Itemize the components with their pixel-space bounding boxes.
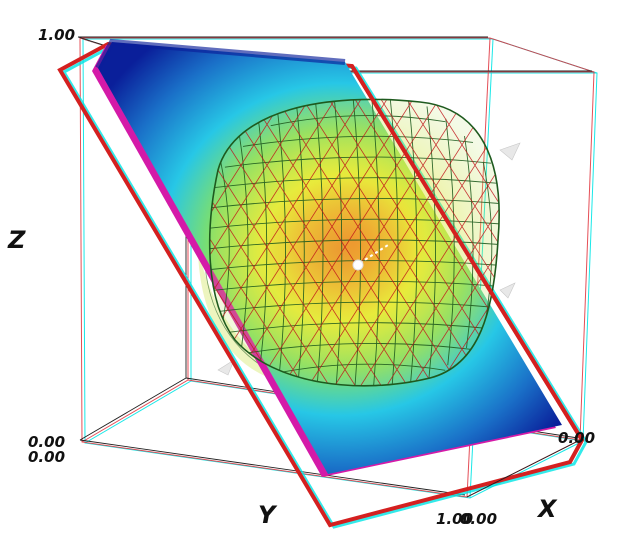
- mesh-line: [351, 99, 361, 386]
- mesh-line: [407, 99, 418, 386]
- mesh-line: [242, 135, 474, 147]
- corner-marker-group: [217, 142, 521, 376]
- mesh-line: [464, 136, 474, 348]
- mesh-line: [209, 99, 373, 386]
- center-probe[interactable]: [352, 244, 389, 271]
- x-origin-tick: 0.00: [558, 429, 595, 447]
- mesh-line: [445, 118, 455, 366]
- mesh-line: [343, 99, 500, 386]
- corner-marker: [499, 282, 516, 299]
- y-axis-label: Y: [258, 501, 278, 529]
- mesh-line: [370, 99, 380, 386]
- mesh-line: [552, 82, 618, 412]
- mesh-line: [239, 99, 451, 386]
- slice-plane-frame-edge: [350, 64, 584, 442]
- mesh-line: [395, 99, 500, 386]
- mesh-line: [526, 82, 618, 412]
- mesh-line: [314, 99, 324, 386]
- mesh-line: [209, 99, 321, 386]
- z-origin-tick: 0.00: [28, 433, 65, 451]
- mesh-line: [421, 99, 500, 386]
- box-front-edge: [466, 439, 581, 498]
- mesh-line: [212, 177, 500, 189]
- mesh-line: [213, 99, 425, 386]
- z-axis-label: Z: [7, 226, 26, 254]
- mesh-line: [369, 99, 500, 386]
- x-end-tick: 0.00: [460, 510, 497, 528]
- y-end-tick: 1.00: [436, 510, 473, 528]
- isosurface-mesh: [208, 82, 618, 412]
- mesh-line: [224, 322, 492, 334]
- corner-marker: [217, 359, 235, 376]
- mesh-line: [578, 82, 618, 412]
- z-max-tick: 1.00: [38, 26, 75, 44]
- mesh-line: [395, 99, 500, 386]
- mesh-line: [276, 106, 286, 378]
- mesh-line: [209, 99, 295, 386]
- y-origin-tick: 0.00: [28, 448, 65, 466]
- x-axis-label: X: [536, 495, 558, 523]
- mesh-line: [209, 99, 347, 386]
- mesh-line: [209, 218, 500, 230]
- mesh-line: [212, 301, 500, 313]
- mesh-line: [482, 161, 493, 323]
- mesh-line: [209, 239, 500, 251]
- mesh-line: [265, 99, 477, 386]
- mesh-line: [209, 99, 295, 386]
- corner-marker: [499, 142, 521, 161]
- mesh-line: [421, 99, 500, 386]
